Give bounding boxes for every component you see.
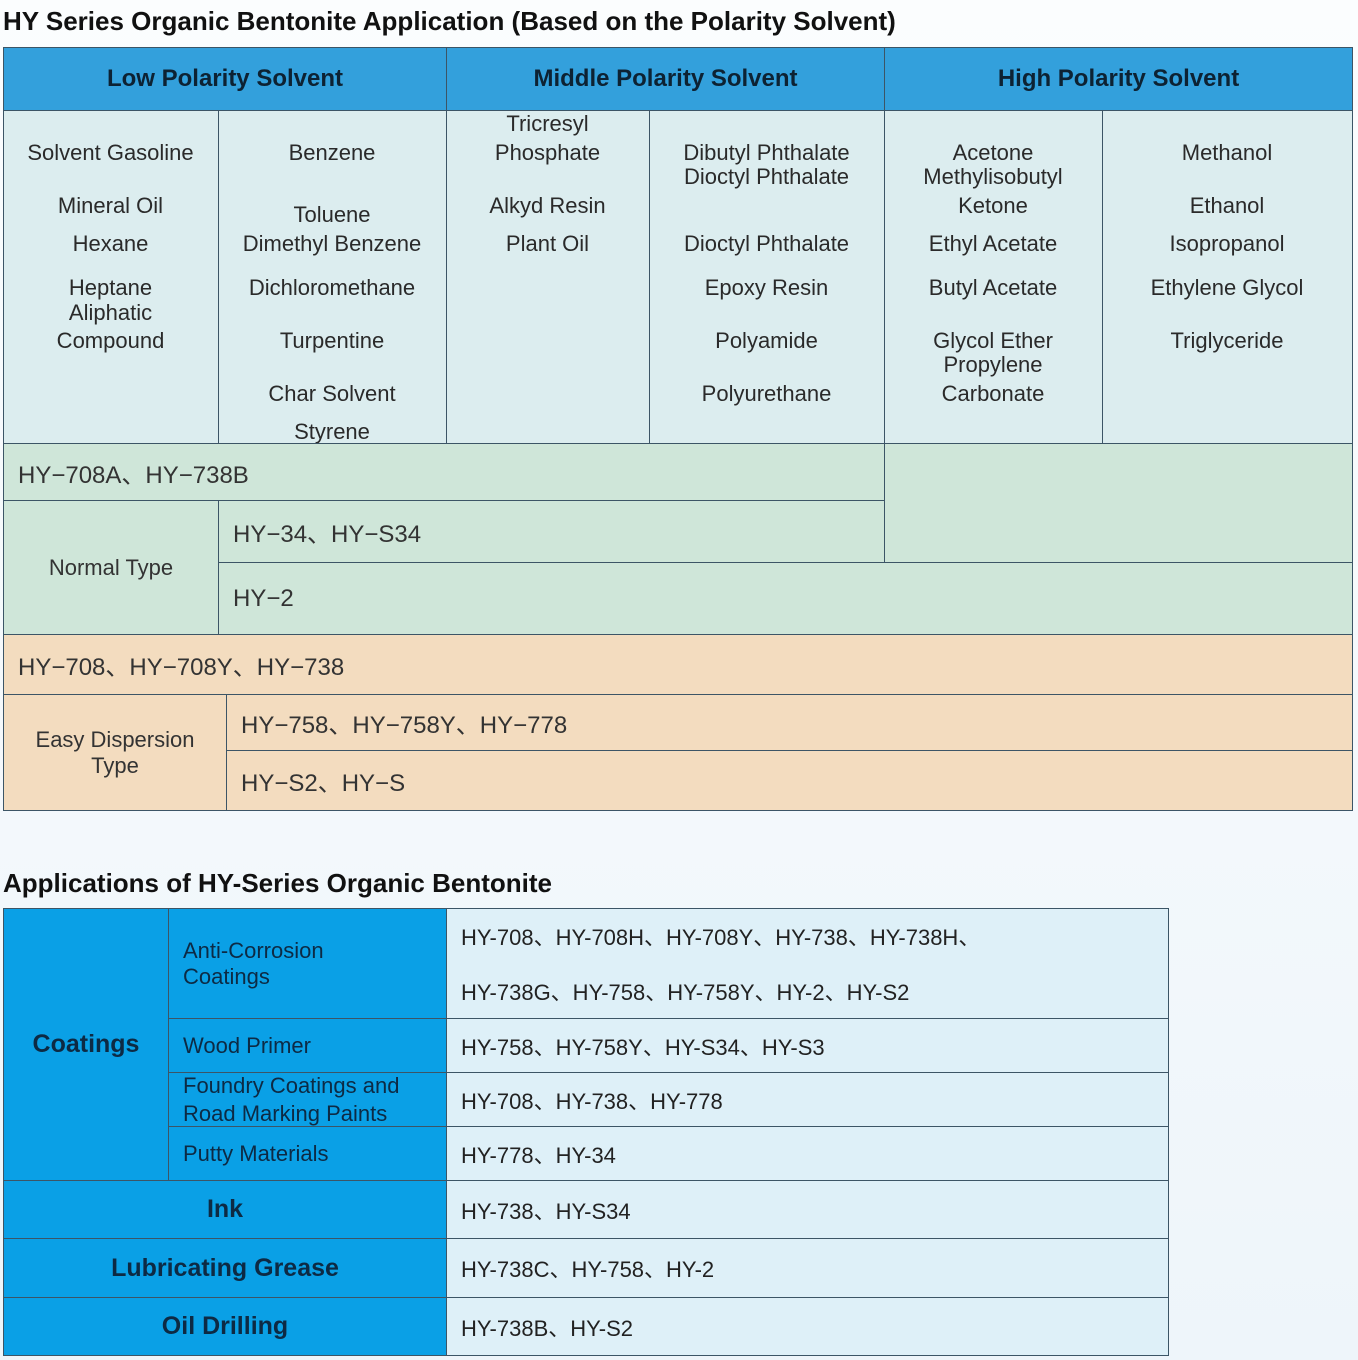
solvent-item: Heptane: [68, 275, 153, 300]
solvent-item: Ethanol: [1189, 193, 1265, 218]
applications-title: Applications of HY-Series Organic Benton…: [3, 868, 552, 898]
solvent-item: Plant Oil: [505, 231, 590, 256]
normal-high-empty-cell: [884, 443, 1353, 563]
app-anti-corrosion: Anti-Corrosion Coatings: [168, 908, 447, 1019]
grades-line: HY-738G、HY-758、HY-758Y、HY-2、HY-S2: [461, 979, 910, 1005]
solvent-column-cell: [884, 110, 1103, 444]
solvent-column-cell: [1102, 110, 1353, 444]
solvent-item: Benzene: [288, 140, 376, 165]
app-wood-primer-grades: HY-758、HY-758Y、HY-S34、HY-S3: [446, 1018, 1169, 1073]
solvent-item: Dibutyl Phthalate: [683, 140, 850, 165]
app-anti-corrosion-grades: HY-708、HY-708H、HY-708Y、HY-738、HY-738H、 H…: [446, 908, 1169, 1019]
polarity-table-title: HY Series Organic Bentonite Application …: [3, 6, 896, 36]
easy-grades-row2: HY−S2、HY−S: [226, 750, 1353, 811]
solvent-item: Tricresyl: [506, 111, 589, 136]
solvent-item: Dioctyl Phthalate: [683, 231, 850, 256]
solvent-item: Solvent Gasoline: [27, 140, 194, 165]
solvent-item: Acetone: [952, 140, 1034, 165]
easy-all-grades: HY−708、HY−708Y、HY−738: [3, 634, 1353, 695]
solvent-item: Aliphatic: [68, 300, 153, 325]
solvent-item: Dimethyl Benzene: [242, 231, 422, 256]
solvent-item: Isopropanol: [1169, 231, 1285, 256]
normal-low-mid-grades: HY−708A、HY−738B: [3, 443, 885, 501]
header-middle-polarity: Middle Polarity Solvent: [446, 47, 885, 111]
solvent-item: Methylisobutyl: [923, 164, 1063, 189]
solvent-column-cell: [649, 110, 885, 444]
solvent-item: Char Solvent: [268, 381, 396, 406]
app-oil-drilling-grades: HY-738B、HY-S2: [446, 1297, 1169, 1356]
grades-line: HY-708、HY-708H、HY-708Y、HY-738、HY-738H、: [461, 925, 981, 951]
solvent-item: Polyamide: [715, 328, 818, 353]
app-lubricating-grease-grades: HY-738C、HY-758、HY-2: [446, 1238, 1169, 1298]
app-wood-primer: Wood Primer: [168, 1018, 447, 1073]
solvent-item: Compound: [56, 328, 165, 353]
normal-type-label: Normal Type: [3, 500, 219, 635]
solvent-item: Propylene: [943, 352, 1043, 377]
solvent-item: Hexane: [72, 231, 149, 256]
app-foundry-coatings: Foundry Coatings and Road Marking Paints: [168, 1072, 447, 1127]
solvent-item: Dichloromethane: [248, 275, 416, 300]
normal-all-grades: HY−2: [218, 562, 1353, 635]
solvent-item: Ethyl Acetate: [928, 231, 1058, 256]
solvent-item: Butyl Acetate: [928, 275, 1058, 300]
app-foundry-coatings-grades: HY-708、HY-738、HY-778: [446, 1072, 1169, 1127]
solvent-item: Polyurethane: [701, 381, 832, 406]
solvent-item: Glycol Ether: [933, 328, 1053, 353]
solvent-item: Toluene: [293, 202, 371, 227]
solvent-item: Turpentine: [279, 328, 385, 353]
solvent-item: Dioctyl Phthalate: [683, 164, 850, 189]
coatings-label: Coatings: [3, 908, 169, 1181]
app-ink: Ink: [3, 1180, 447, 1239]
solvent-item: Triglyceride: [1170, 328, 1284, 353]
app-lubricating-grease: Lubricating Grease: [3, 1238, 447, 1298]
header-low-polarity: Low Polarity Solvent: [3, 47, 447, 111]
app-oil-drilling: Oil Drilling: [3, 1297, 447, 1356]
app-putty-materials-grades: HY-778、HY-34: [446, 1126, 1169, 1181]
easy-grades-row1: HY−758、HY−758Y、HY−778: [226, 694, 1353, 751]
solvent-item: Epoxy Resin: [704, 275, 829, 300]
solvent-item: Ketone: [958, 193, 1028, 218]
solvent-item: Mineral Oil: [57, 193, 164, 218]
solvent-item: Carbonate: [941, 381, 1045, 406]
solvent-item: Styrene: [294, 419, 370, 444]
solvent-item: Phosphate: [494, 140, 601, 165]
solvent-item: Alkyd Resin: [489, 193, 606, 218]
app-putty-materials: Putty Materials: [168, 1126, 447, 1181]
solvent-item: Methanol: [1181, 140, 1273, 165]
solvent-column-cell: [218, 110, 447, 444]
normal-low-mid-grades-2: HY−34、HY−S34: [218, 500, 885, 563]
header-high-polarity: High Polarity Solvent: [884, 47, 1353, 111]
solvent-column-cell: [3, 110, 219, 444]
solvent-item: Ethylene Glycol: [1150, 275, 1304, 300]
easy-dispersion-type-label: Easy Dispersion Type: [3, 694, 227, 811]
app-ink-grades: HY-738、HY-S34: [446, 1180, 1169, 1239]
